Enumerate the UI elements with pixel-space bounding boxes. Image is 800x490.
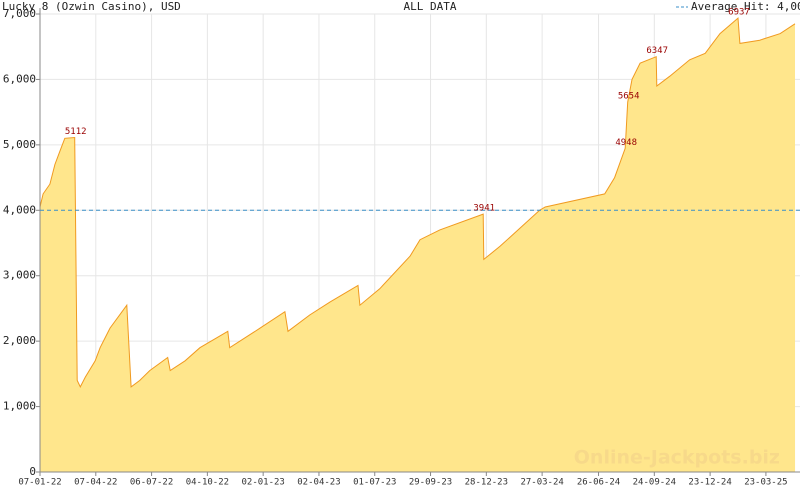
area: [40, 18, 796, 472]
x-tick-label: 29-09-23: [409, 478, 452, 488]
x-tick-label: 07-04-22: [74, 478, 117, 488]
x-tick-label: 02-04-23: [297, 478, 340, 488]
x-tick-label: 01-07-23: [353, 478, 396, 488]
y-tick-label: 6,000: [3, 72, 36, 85]
y-tick-label: 5,000: [3, 138, 36, 151]
x-tick-label: 23-12-24: [688, 478, 731, 488]
y-tick-label: 0: [29, 465, 36, 478]
watermark: Online-Jackpots.biz: [574, 447, 780, 469]
x-tick-label: 28-12-23: [465, 478, 508, 488]
x-tick-label: 26-06-24: [577, 478, 620, 488]
y-tick-label: 2,000: [3, 334, 36, 347]
data-label: 5112: [65, 127, 87, 137]
x-tick-label: 02-01-23: [241, 478, 284, 488]
data-label: 4948: [615, 138, 637, 148]
x-tick-label: 24-09-24: [633, 478, 676, 488]
legend-label: Average Hit: 4,000: [691, 0, 800, 13]
data-label: 5654: [618, 92, 640, 102]
y-tick-label: 4,000: [3, 203, 36, 216]
chart-title: Lucky 8 (Ozwin Casino), USD: [2, 0, 181, 13]
data-label: 6347: [646, 46, 668, 56]
line: [39, 17, 796, 389]
data-label: 6937: [728, 8, 750, 18]
y-tick-label: 3,000: [3, 269, 36, 282]
x-tick-label: 07-01-22: [18, 478, 61, 488]
y-tick-label: 7,000: [3, 7, 36, 20]
x-tick-label: 27-03-24: [520, 478, 563, 488]
data-label: 3941: [473, 204, 495, 214]
x-tick-label: 04-10-22: [186, 478, 229, 488]
x-tick-label: 23-03-25: [744, 478, 787, 488]
y-tick-label: 1,000: [3, 400, 36, 413]
x-tick-label: 06-07-22: [130, 478, 173, 488]
chart-subtitle: ALL DATA: [404, 0, 457, 13]
